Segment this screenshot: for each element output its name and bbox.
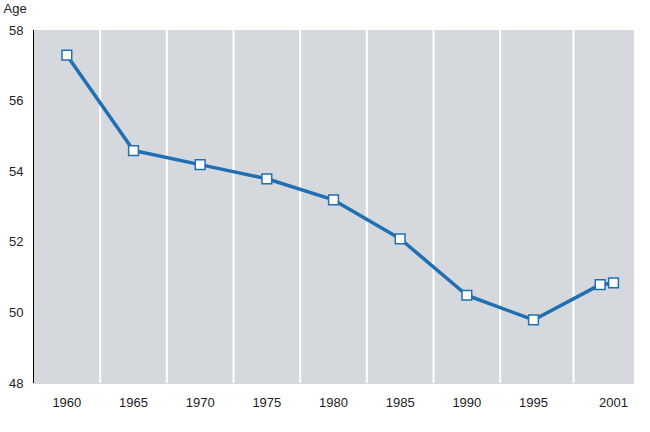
svg-text:1990: 1990 bbox=[452, 395, 481, 410]
svg-text:1970: 1970 bbox=[186, 395, 215, 410]
svg-text:2001: 2001 bbox=[599, 395, 628, 410]
svg-text:1975: 1975 bbox=[252, 395, 281, 410]
svg-text:52: 52 bbox=[9, 234, 23, 249]
svg-text:Age: Age bbox=[4, 1, 27, 16]
svg-text:1985: 1985 bbox=[386, 395, 415, 410]
svg-text:1960: 1960 bbox=[52, 395, 81, 410]
svg-text:50: 50 bbox=[9, 305, 23, 320]
svg-text:48: 48 bbox=[9, 376, 23, 391]
svg-text:1965: 1965 bbox=[119, 395, 148, 410]
svg-text:58: 58 bbox=[9, 23, 23, 38]
svg-text:54: 54 bbox=[9, 164, 23, 179]
svg-text:56: 56 bbox=[9, 93, 23, 108]
svg-text:1995: 1995 bbox=[519, 395, 548, 410]
svg-text:1980: 1980 bbox=[319, 395, 348, 410]
